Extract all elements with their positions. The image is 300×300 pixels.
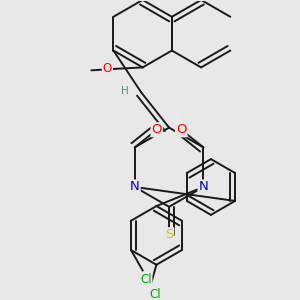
Text: O: O bbox=[152, 123, 162, 136]
Text: Cl: Cl bbox=[140, 273, 152, 286]
Text: N: N bbox=[130, 181, 140, 194]
Text: O: O bbox=[103, 62, 112, 75]
Text: O: O bbox=[176, 123, 187, 136]
Text: Cl: Cl bbox=[149, 288, 161, 300]
Text: S: S bbox=[165, 228, 173, 241]
Text: H: H bbox=[121, 86, 129, 96]
Text: N: N bbox=[199, 181, 208, 194]
